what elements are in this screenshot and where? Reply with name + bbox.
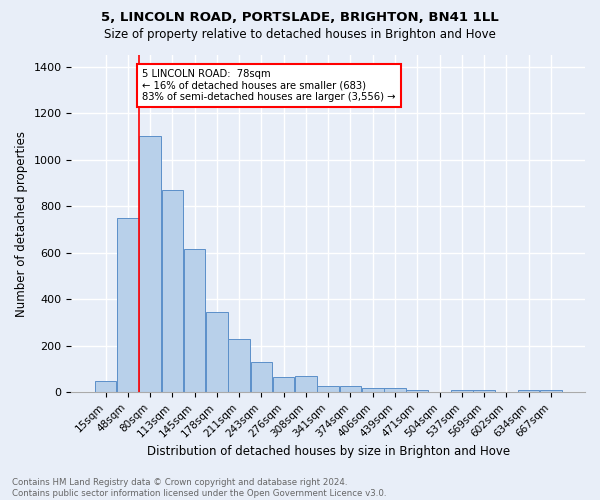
- Bar: [384, 388, 406, 392]
- Bar: [251, 362, 272, 392]
- Bar: [95, 380, 116, 392]
- Bar: [473, 390, 495, 392]
- Text: Contains HM Land Registry data © Crown copyright and database right 2024.
Contai: Contains HM Land Registry data © Crown c…: [12, 478, 386, 498]
- Bar: [340, 386, 361, 392]
- Bar: [184, 250, 205, 392]
- Bar: [161, 190, 183, 392]
- Bar: [295, 376, 317, 392]
- Bar: [317, 386, 339, 392]
- Bar: [518, 390, 539, 392]
- Bar: [117, 218, 139, 392]
- Bar: [451, 390, 473, 392]
- X-axis label: Distribution of detached houses by size in Brighton and Hove: Distribution of detached houses by size …: [146, 444, 510, 458]
- Bar: [406, 390, 428, 392]
- Text: Size of property relative to detached houses in Brighton and Hove: Size of property relative to detached ho…: [104, 28, 496, 41]
- Bar: [362, 388, 383, 392]
- Bar: [139, 136, 161, 392]
- Text: 5 LINCOLN ROAD:  78sqm
← 16% of detached houses are smaller (683)
83% of semi-de: 5 LINCOLN ROAD: 78sqm ← 16% of detached …: [142, 69, 396, 102]
- Bar: [273, 377, 295, 392]
- Y-axis label: Number of detached properties: Number of detached properties: [15, 130, 28, 316]
- Text: 5, LINCOLN ROAD, PORTSLADE, BRIGHTON, BN41 1LL: 5, LINCOLN ROAD, PORTSLADE, BRIGHTON, BN…: [101, 11, 499, 24]
- Bar: [540, 390, 562, 392]
- Bar: [229, 340, 250, 392]
- Bar: [206, 312, 227, 392]
